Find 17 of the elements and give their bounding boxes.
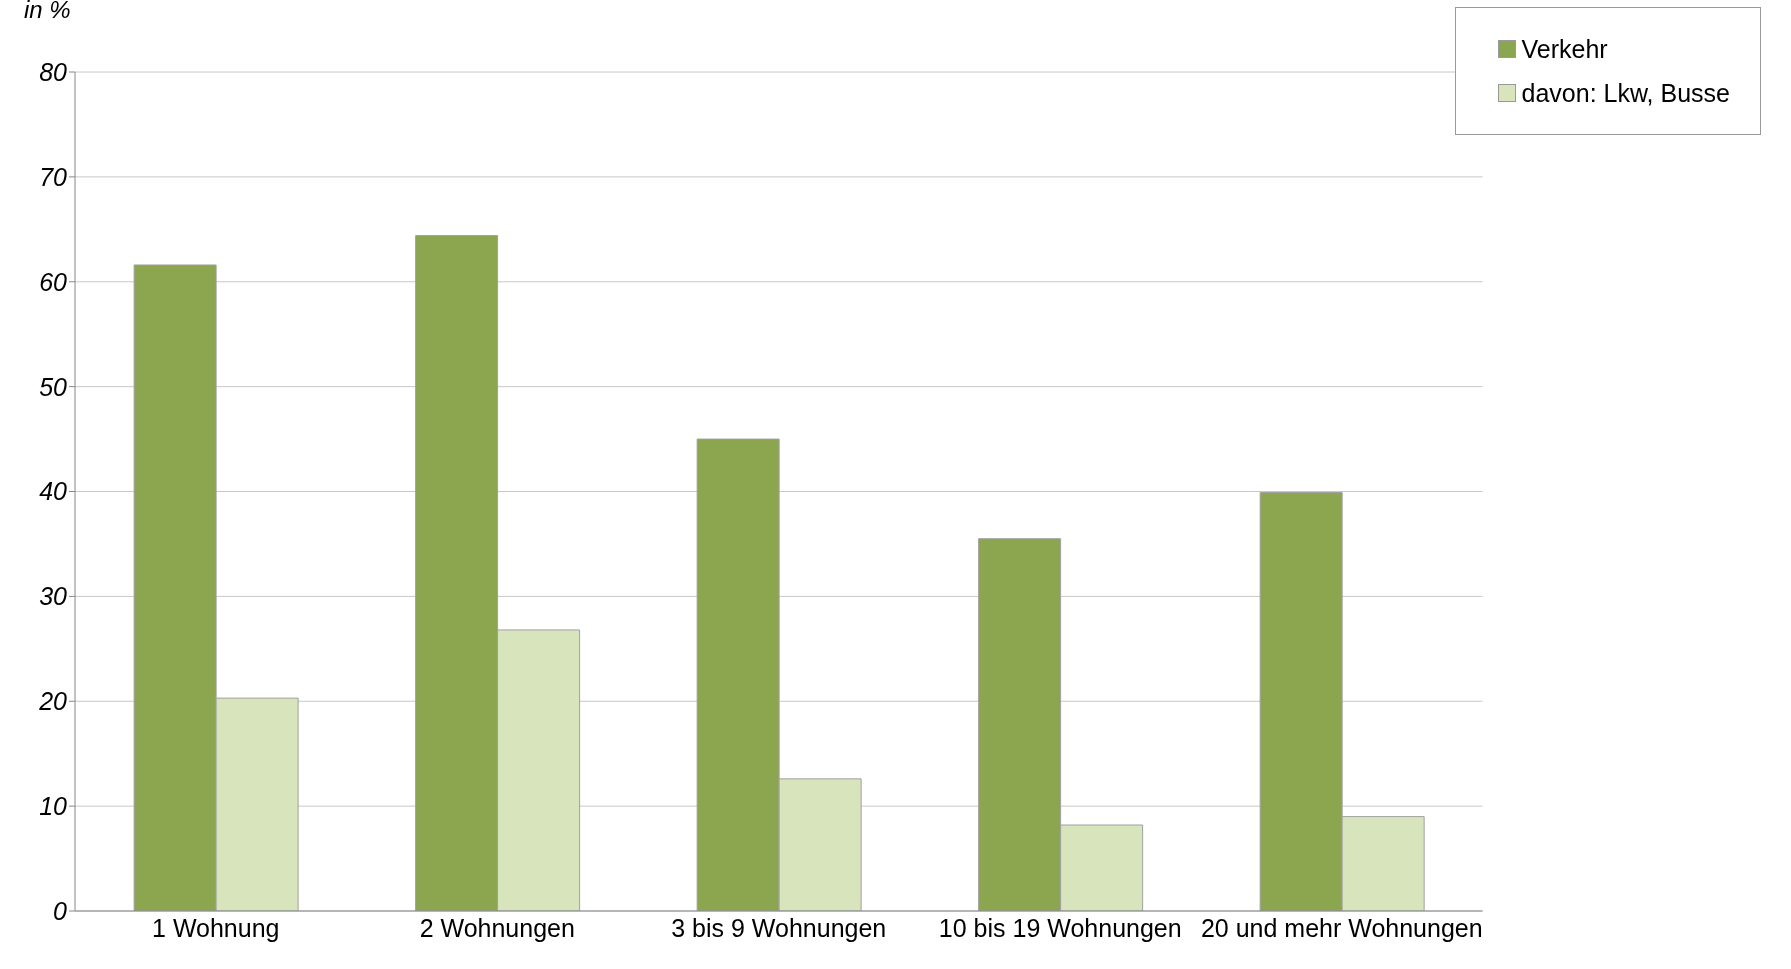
y-tick-label: 40 <box>39 477 68 506</box>
y-tick-label: 10 <box>39 792 68 820</box>
y-tick-label: 0 <box>53 896 68 925</box>
x-tick-label: 2 Wohnungen <box>419 913 575 942</box>
y-axis-title: in % <box>24 0 71 24</box>
y-tick-label: 70 <box>39 162 68 191</box>
y-tick-label: 60 <box>39 267 68 296</box>
y-tick-label: 30 <box>39 582 68 611</box>
x-tick-label: 10 bis 19 Wohnungen <box>938 913 1182 942</box>
legend-label: davon: Lkw, Busse <box>1521 78 1730 108</box>
x-tick-label: 3 bis 9 Wohnungen <box>671 913 887 942</box>
y-tick-label: 80 <box>39 57 68 86</box>
x-tick-label: 20 und mehr Wohnungen <box>1200 913 1483 942</box>
x-tick-label: 1 Wohnung <box>152 913 280 942</box>
legend-label: Verkehr <box>1521 34 1608 64</box>
y-tick-label: 20 <box>38 687 68 716</box>
y-tick-label: 50 <box>39 372 68 401</box>
